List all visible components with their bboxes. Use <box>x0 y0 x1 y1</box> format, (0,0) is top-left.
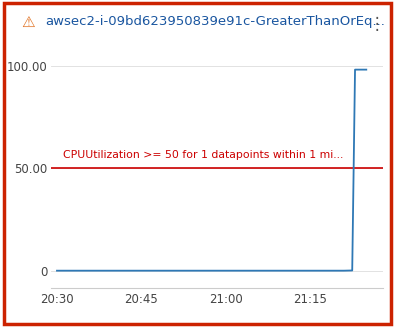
Text: ⚠: ⚠ <box>22 15 35 30</box>
Text: CPUUtilization >= 50 for 1 datapoints within 1 mi...: CPUUtilization >= 50 for 1 datapoints wi… <box>62 150 343 160</box>
Text: awsec2-i-09bd623950839e91c-GreaterThanOrEq...: awsec2-i-09bd623950839e91c-GreaterThanOr… <box>45 15 385 28</box>
Text: ⋮: ⋮ <box>369 15 385 33</box>
